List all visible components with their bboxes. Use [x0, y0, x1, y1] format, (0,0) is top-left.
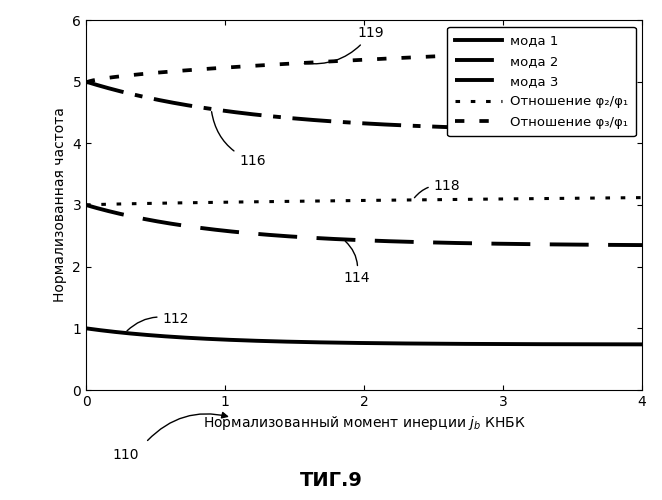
Text: 110: 110 [113, 448, 139, 462]
Legend: мода 1, мода 2, мода 3, Отношение φ₂/φ₁, Отношение φ₃/φ₁: мода 1, мода 2, мода 3, Отношение φ₂/φ₁,… [448, 26, 636, 136]
Text: 118: 118 [414, 178, 460, 198]
Text: 112: 112 [127, 312, 189, 331]
X-axis label: Нормализованный момент инерции $j_b$ КНБК: Нормализованный момент инерции $j_b$ КНБ… [203, 414, 526, 432]
Text: 114: 114 [343, 241, 370, 285]
Y-axis label: Нормализованная частота: Нормализованная частота [53, 108, 67, 302]
Text: 119: 119 [305, 26, 384, 64]
Text: ΤИГ.9: ΤИГ.9 [300, 471, 362, 490]
Text: 116: 116 [212, 112, 265, 168]
